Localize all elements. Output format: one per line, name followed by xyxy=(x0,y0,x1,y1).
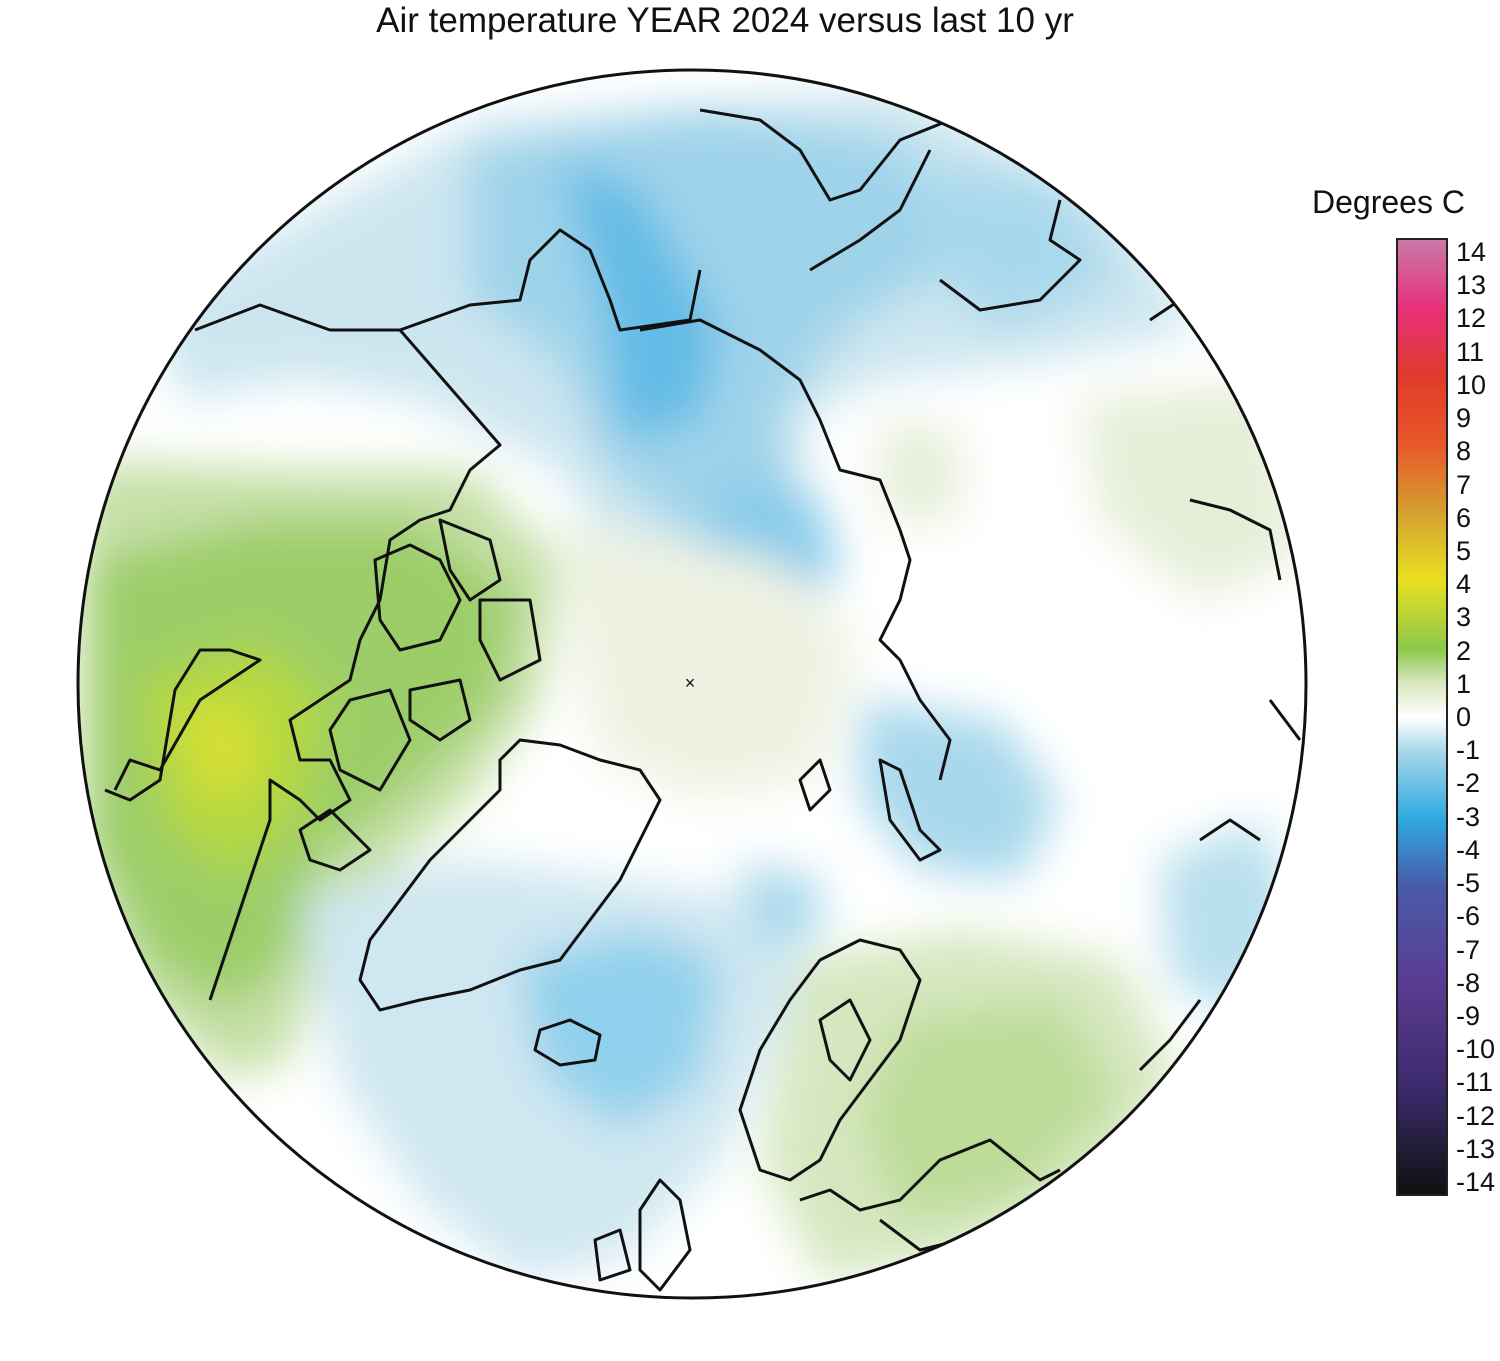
colorbar-tick-label: 0 xyxy=(1456,702,1472,732)
colorbar-tick-label: 11 xyxy=(1456,336,1485,367)
colorbar-tick-label: -4 xyxy=(1456,834,1481,865)
colorbar-tick-label: 7 xyxy=(1456,469,1472,500)
legend-title: Degrees C xyxy=(1312,184,1465,220)
colorbar-tick-label: -14 xyxy=(1456,1167,1496,1197)
colorbar-tick-label: 9 xyxy=(1456,403,1472,434)
colorbar-tick-label: -5 xyxy=(1456,868,1481,899)
coastlines xyxy=(104,108,1302,1292)
colorbar-tick-label: -9 xyxy=(1456,1000,1481,1031)
colorbar-tick-label: 13 xyxy=(1456,270,1487,301)
colorbar-tick-label: -12 xyxy=(1456,1100,1496,1131)
colorbar-tick-label: 1 xyxy=(1456,668,1472,699)
colorbar-tick-label: -6 xyxy=(1456,901,1481,932)
colorbar-tick-label: -2 xyxy=(1456,768,1481,799)
map-title: Air temperature YEAR 2024 versus last 10… xyxy=(376,1,1074,40)
colorbar-tick-label: 8 xyxy=(1456,436,1472,467)
colorbar-tick-label: -7 xyxy=(1456,934,1481,965)
colorbar-tick-label: -11 xyxy=(1456,1067,1494,1098)
pole-marker: × xyxy=(685,673,696,693)
colorbar-tick-label: 4 xyxy=(1456,569,1472,600)
colorbar-tick-label: -3 xyxy=(1456,801,1481,832)
colorbar-tick-label: -8 xyxy=(1456,967,1481,998)
colorbar-tick-label: 14 xyxy=(1456,237,1487,267)
anomaly-field xyxy=(78,70,1306,1298)
colorbar-ticks: 14 13 12 11 10 9 8 7 6 5 4 3 2 1 0 -1 -2 -3 -4 -5 -6 -7 -8 -9 -1… xyxy=(1456,238,1500,1198)
colorbar-tick-label: -13 xyxy=(1456,1133,1496,1164)
colorbar xyxy=(1396,238,1448,1196)
colorbar-tick-label: 12 xyxy=(1456,303,1487,334)
colorbar-tick-label: -10 xyxy=(1456,1034,1496,1065)
colorbar-tick-label: -1 xyxy=(1456,735,1481,766)
colorbar-tick-label: 3 xyxy=(1456,602,1472,633)
colorbar-tick-label: 10 xyxy=(1456,369,1487,400)
colorbar-tick-label: 6 xyxy=(1456,502,1472,533)
colorbar-tick-label: 5 xyxy=(1456,535,1472,566)
map-border xyxy=(76,68,1308,1300)
colorbar-tick-label: 2 xyxy=(1456,635,1472,666)
